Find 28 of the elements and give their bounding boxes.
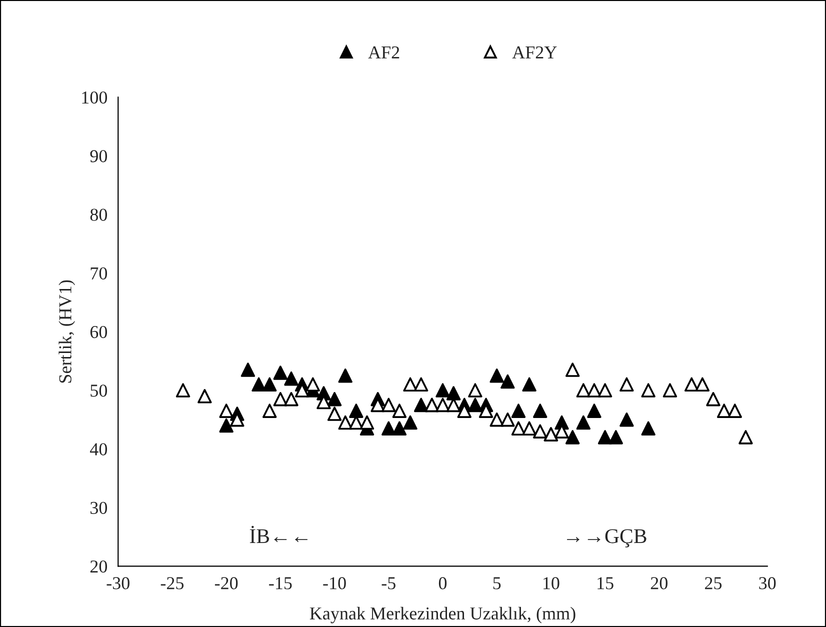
x-tick-label: -15	[269, 577, 292, 590]
x-tick-label: 20	[650, 577, 668, 590]
y-tick-label: 50	[90, 384, 108, 397]
y-tick-label: 100	[82, 91, 108, 104]
y-tick-label: 90	[90, 150, 108, 162]
annotation: İB←←	[250, 526, 308, 544]
x-tick-label: -30	[106, 577, 130, 590]
x-axis-title: Kaynak Merkezinden Uzaklık, (mm)	[310, 606, 576, 624]
y-tick-label: 20	[90, 560, 108, 573]
annotation: →→GÇB	[567, 529, 646, 548]
y-tick-label: 70	[90, 267, 108, 280]
legend-label: AF2Y	[512, 46, 557, 58]
x-tick-label: 15	[598, 577, 614, 590]
y-tick-label: 60	[90, 326, 108, 338]
y-axis-title: Sertlik, (HV1)	[58, 280, 76, 383]
x-tick-label: -20	[214, 577, 238, 590]
x-tick-label: -25	[160, 577, 184, 590]
x-tick-label: -10	[323, 577, 346, 590]
x-tick-label: 5	[493, 577, 501, 590]
y-tick-label: 30	[90, 502, 108, 514]
x-tick-label: -5	[382, 577, 396, 590]
legend-label: AF2	[368, 46, 400, 58]
x-tick-label: 0	[438, 577, 447, 590]
y-tick-label: 80	[90, 208, 108, 221]
x-tick-label: 25	[705, 577, 722, 590]
x-tick-label: 30	[759, 577, 776, 590]
x-tick-label: 10	[544, 577, 560, 590]
y-tick-label: 40	[90, 443, 108, 456]
